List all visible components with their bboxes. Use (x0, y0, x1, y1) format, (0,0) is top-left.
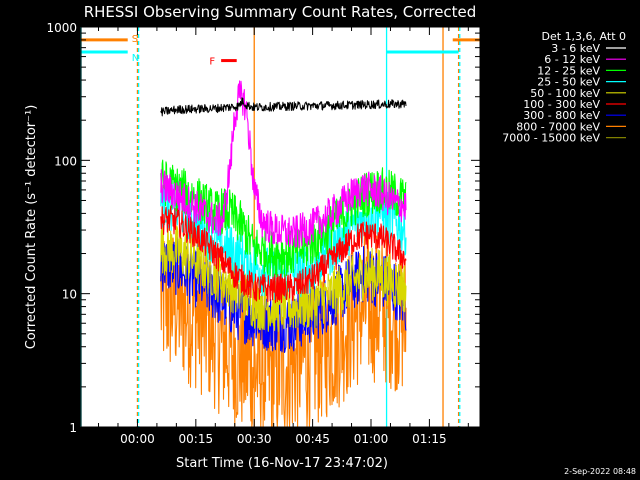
x-tick-label: 00:30 (237, 432, 272, 446)
series-lines (160, 80, 407, 428)
x-axis-label: Start Time (16-Nov-17 23:47:02) (176, 456, 388, 471)
series-line-2 (160, 159, 407, 278)
x-tick-label: 00:15 (179, 432, 214, 446)
series-line-5 (160, 205, 407, 304)
legend-item-label: 25 - 50 keV (537, 76, 600, 89)
x-ticks: 00:00 00:15 00:30 00:45 01:00 01:15 (98, 27, 469, 446)
plot-frame (80, 26, 481, 428)
y-axis-label: Corrected Count Rate (s⁻¹ detector⁻¹) (24, 105, 39, 350)
legend-item-label: 6 - 12 keV (544, 53, 600, 66)
legend-item-label: 50 - 100 keV (530, 87, 600, 100)
x-tick-label: 00:00 (120, 432, 155, 446)
y-tick-label: 1000 (46, 21, 77, 35)
series-line-3 (160, 177, 407, 301)
legend-item-label: 3 - 6 keV (551, 42, 600, 55)
timestamp-footer: 2-Sep-2022 08:48 (564, 467, 636, 476)
flag-N-label: N (132, 53, 139, 64)
flag-F-label: F (209, 57, 215, 68)
plot-area (81, 27, 480, 427)
y-ticks: 1 10 100 1000 (46, 21, 480, 435)
series-line-0 (160, 97, 407, 117)
y-tick-label: 10 (62, 288, 77, 302)
legend-item-label: 12 - 25 keV (537, 64, 600, 77)
flag-S-label: S (132, 34, 138, 45)
x-tick-label: 01:00 (354, 432, 389, 446)
legend-item-label: 300 - 800 keV (523, 109, 600, 122)
legend-header: Det 1,3,6, Att 0 (542, 30, 626, 43)
legend-item-label: 100 - 300 keV (523, 98, 600, 111)
legend-item-label: 800 - 7000 keV (516, 120, 600, 133)
x-tick-label: 01:15 (412, 432, 447, 446)
legend-item-label: 7000 - 15000 keV (502, 132, 600, 145)
series-line-1 (160, 80, 407, 248)
x-tick-label: 00:45 (295, 432, 330, 446)
y-tick-label: 100 (54, 154, 77, 168)
spacecraft-flags: SN F (81, 34, 480, 68)
y-tick-label: 1 (69, 421, 77, 435)
chart-title: RHESSI Observing Summary Count Rates, Co… (84, 3, 477, 21)
